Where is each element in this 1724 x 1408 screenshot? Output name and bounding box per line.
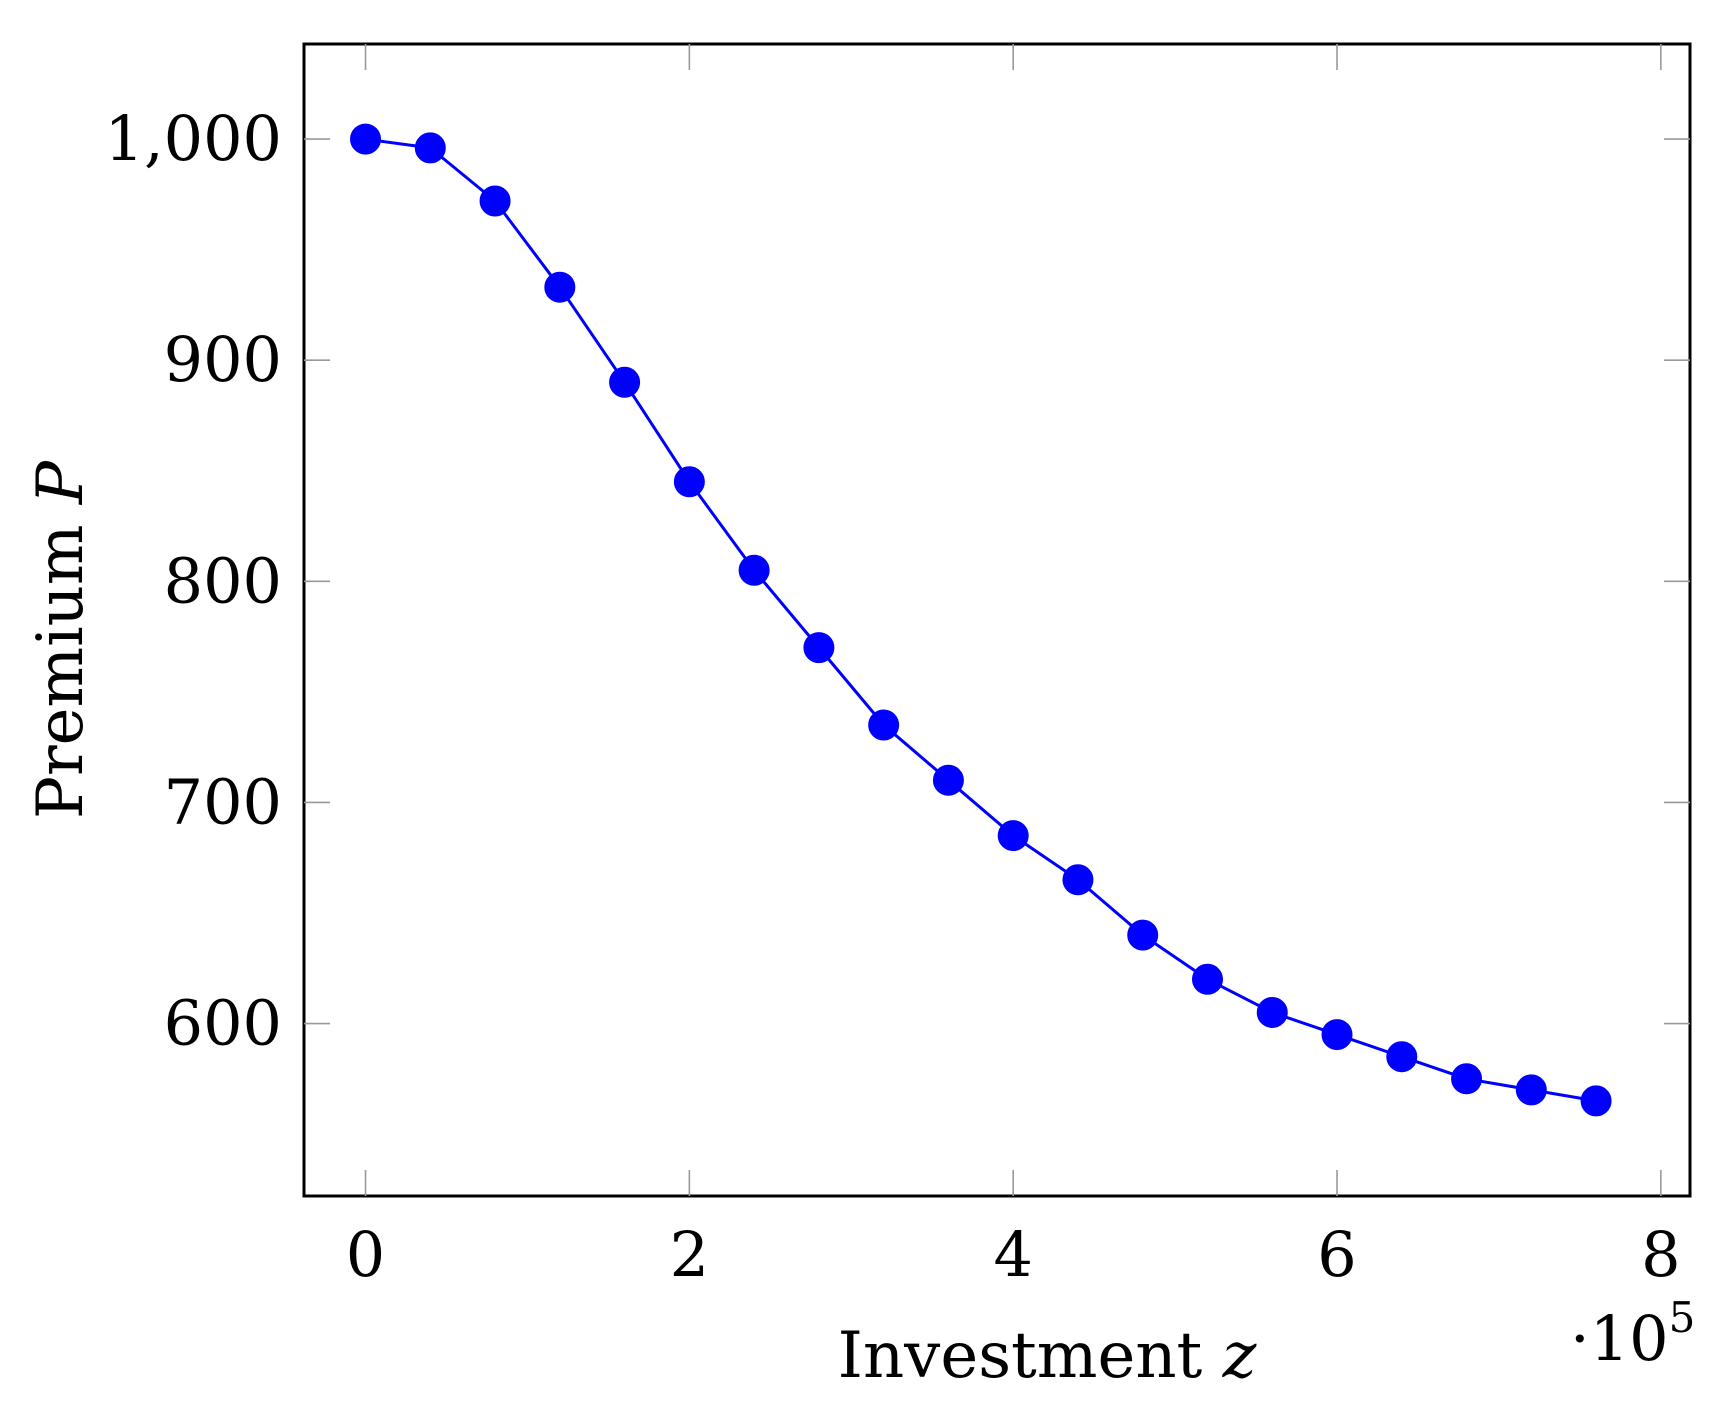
data-point bbox=[609, 366, 641, 398]
x-scale-exponent: 5 bbox=[1669, 1293, 1696, 1342]
data-point bbox=[544, 271, 576, 303]
data-point bbox=[738, 554, 770, 586]
x-axis-title-variable: z bbox=[1222, 1319, 1258, 1393]
plot-frame bbox=[302, 42, 1692, 1198]
x-tick-label: 6 bbox=[1317, 1218, 1356, 1291]
data-point bbox=[997, 820, 1029, 852]
data-point bbox=[350, 123, 382, 155]
x-tick-label: 8 bbox=[1641, 1218, 1680, 1291]
y-tick-label: 800 bbox=[164, 544, 282, 617]
data-point bbox=[1580, 1085, 1612, 1117]
data-point bbox=[932, 764, 964, 796]
data-point bbox=[868, 709, 900, 741]
x-tick-label: 0 bbox=[346, 1218, 385, 1291]
y-tick-label: 700 bbox=[164, 765, 282, 838]
data-point bbox=[479, 185, 511, 217]
x-axis-title-text: Investment bbox=[838, 1319, 1223, 1393]
x-scale-base: ·10 bbox=[1570, 1302, 1669, 1375]
data-point bbox=[803, 632, 835, 664]
data-point bbox=[1321, 1019, 1353, 1051]
y-tick-label: 600 bbox=[164, 987, 282, 1060]
y-axis-title-text: Premium bbox=[24, 504, 98, 819]
data-point bbox=[1451, 1063, 1483, 1095]
data-point bbox=[1386, 1041, 1418, 1073]
x-tick-label: 4 bbox=[993, 1218, 1032, 1291]
data-point bbox=[673, 466, 705, 498]
y-axis-title: Premium P bbox=[24, 460, 98, 819]
data-point bbox=[1062, 864, 1094, 896]
y-tick-label: 900 bbox=[164, 323, 282, 396]
data-point bbox=[1191, 963, 1223, 995]
x-scale-label: ·105 bbox=[1570, 1293, 1695, 1375]
y-tick-label: 1,000 bbox=[105, 102, 283, 175]
data-point bbox=[1256, 996, 1288, 1028]
x-axis-title: Investment z bbox=[838, 1319, 1258, 1393]
data-point bbox=[414, 132, 446, 164]
data-point bbox=[1127, 919, 1159, 951]
data-point bbox=[1515, 1074, 1547, 1106]
y-axis-title-variable: P bbox=[24, 460, 98, 505]
x-tick-label: 2 bbox=[670, 1218, 709, 1291]
